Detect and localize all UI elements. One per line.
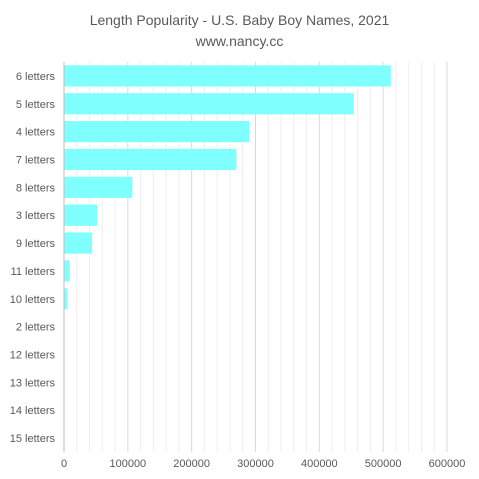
bar [64, 148, 237, 171]
bar [64, 121, 250, 143]
bar [64, 93, 354, 115]
category-label: 2 letters [16, 322, 56, 334]
bar [64, 176, 133, 198]
x-tick-label: 300000 [237, 458, 274, 470]
category-label: 3 letters [16, 210, 56, 222]
x-tick-label: 500000 [365, 458, 402, 470]
category-label: 10 letters [10, 294, 56, 306]
bar [64, 288, 68, 310]
bars [64, 65, 391, 449]
category-label: 6 letters [16, 71, 56, 83]
x-tick-label: 100000 [109, 458, 146, 470]
x-tick-label: 600000 [429, 458, 466, 470]
bar [64, 260, 70, 282]
category-label: 15 letters [10, 433, 56, 445]
x-tick-label: 0 [61, 458, 67, 470]
x-tick-labels: 0 100000 200000 300000 400000 500000 600000 [61, 458, 465, 470]
bar [64, 204, 98, 226]
category-label: 11 letters [11, 266, 56, 278]
category-label: 13 letters [10, 377, 56, 389]
chart-subtitle: www.nancy.cc [195, 33, 284, 49]
x-tick-label: 200000 [173, 458, 210, 470]
chart-title: Length Popularity - U.S. Baby Boy Names,… [89, 12, 390, 28]
category-label: 5 letters [16, 99, 56, 111]
category-labels: 6 letters 5 letters 4 letters 7 letters 8 le… [10, 71, 56, 445]
x-tick-label: 400000 [301, 458, 338, 470]
bar [64, 232, 93, 254]
gridlines [76, 62, 448, 452]
category-label: 14 letters [10, 405, 56, 417]
category-label: 12 letters [10, 350, 56, 362]
category-label: 7 letters [16, 155, 56, 167]
category-label: 9 letters [16, 238, 56, 250]
category-label: 4 letters [16, 127, 56, 139]
category-label: 8 letters [16, 182, 56, 194]
bar [64, 65, 391, 87]
